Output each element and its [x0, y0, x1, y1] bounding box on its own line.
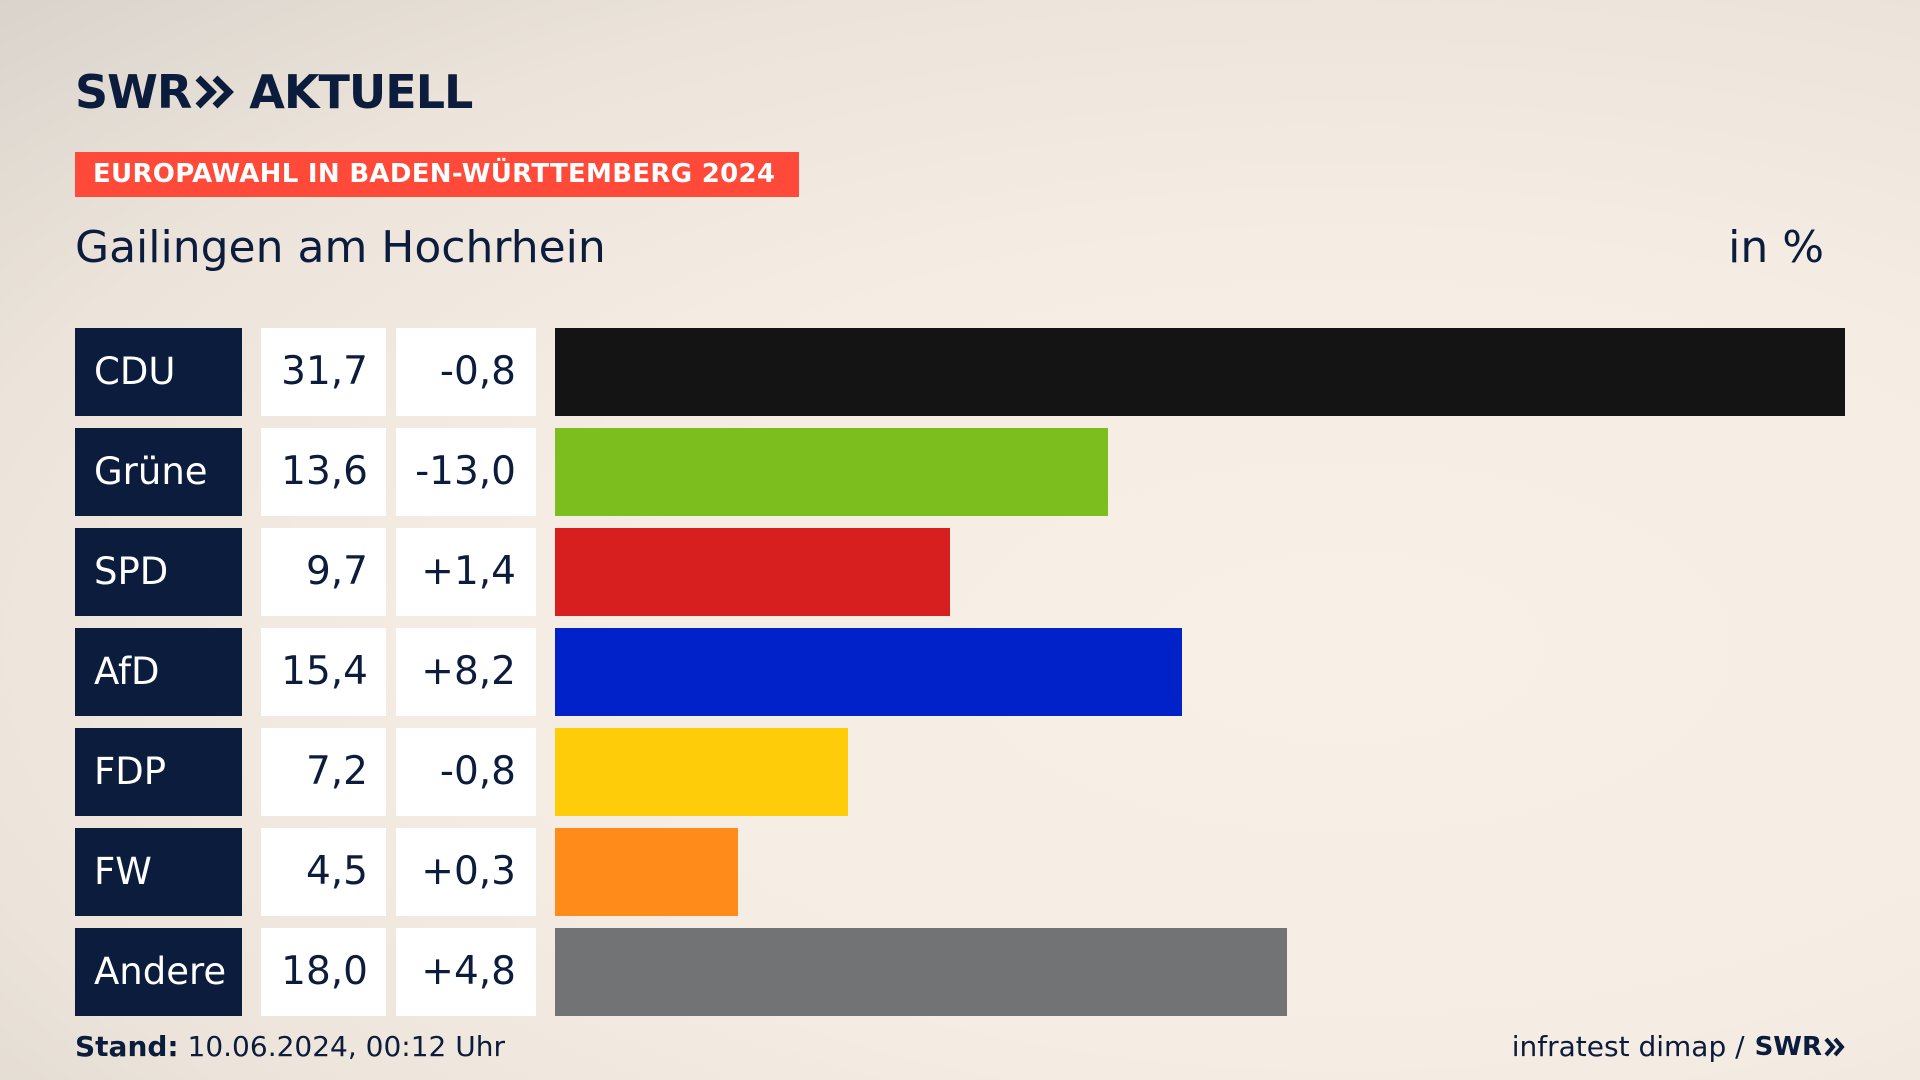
party-label: AfD: [75, 628, 242, 716]
page-title: Gailingen am Hochrhein: [75, 222, 606, 273]
bar: [555, 728, 848, 816]
bar: [555, 828, 738, 916]
stand-value: 10.06.2024, 00:12 Uhr: [187, 1030, 505, 1063]
bar: [555, 428, 1108, 516]
value-label: 31,7: [261, 328, 386, 416]
diff-label: -0,8: [396, 328, 536, 416]
value-label: 7,2: [261, 728, 386, 816]
party-label: Andere: [75, 928, 242, 1016]
chevron-double-small-icon: [1824, 1037, 1845, 1056]
bar: [555, 628, 1182, 716]
chevron-double-icon: [195, 75, 235, 109]
party-label: FW: [75, 828, 242, 916]
logo-swr: SWR: [75, 65, 192, 119]
party-label: FDP: [75, 728, 242, 816]
bar: [555, 328, 1845, 416]
value-label: 9,7: [261, 528, 386, 616]
diff-label: +4,8: [396, 928, 536, 1016]
diff-label: +8,2: [396, 628, 536, 716]
stand-label: Stand:: [75, 1030, 179, 1063]
value-label: 15,4: [261, 628, 386, 716]
value-label: 4,5: [261, 828, 386, 916]
source-credit: infratest dimap / SWR: [1512, 1030, 1846, 1063]
source-text: infratest dimap /: [1511, 1030, 1745, 1063]
swr-small-logo-text: SWR: [1754, 1031, 1822, 1062]
swr-aktuell-logo: SWR AKTUELL: [75, 65, 473, 119]
value-label: 13,6: [261, 428, 386, 516]
diff-label: -0,8: [396, 728, 536, 816]
diff-label: +1,4: [396, 528, 536, 616]
bar: [555, 528, 950, 616]
unit-label: in %: [1728, 222, 1824, 273]
topic-banner: EUROPAWAHL IN BADEN-WÜRTTEMBERG 2024: [75, 152, 799, 197]
diff-label: +0,3: [396, 828, 536, 916]
value-label: 18,0: [261, 928, 386, 1016]
diff-label: -13,0: [396, 428, 536, 516]
party-label: CDU: [75, 328, 242, 416]
bar: [555, 928, 1287, 1016]
party-label: SPD: [75, 528, 242, 616]
timestamp: Stand: 10.06.2024, 00:12 Uhr: [75, 1030, 505, 1063]
swr-small-logo: SWR: [1755, 1032, 1846, 1062]
logo-aktuell: AKTUELL: [249, 65, 473, 119]
party-label: Grüne: [75, 428, 242, 516]
